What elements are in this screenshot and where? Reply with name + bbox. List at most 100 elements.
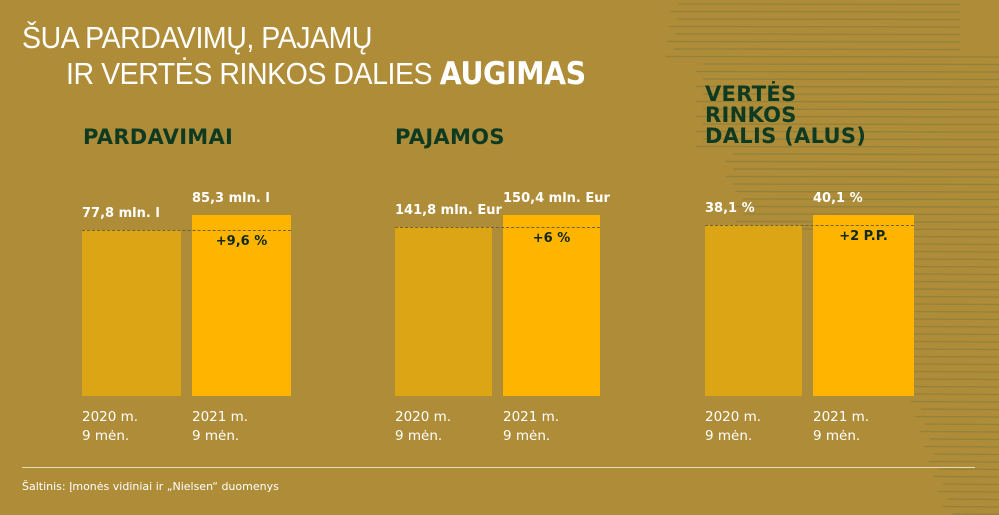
baseline-dashed-line <box>705 225 914 226</box>
texture-stripe <box>667 40 961 43</box>
year: 2021 m. <box>503 409 560 425</box>
texture-stripe <box>910 400 999 403</box>
texture-stripe <box>695 130 999 133</box>
year: 2020 m. <box>705 409 762 425</box>
texture-stripe <box>702 63 999 66</box>
bar-2020 <box>395 227 492 396</box>
texture-stripe <box>732 153 999 156</box>
texture-stripe <box>735 190 999 193</box>
title-line-1: ŠUA PARDAVIMŲ, PAJAMŲ <box>22 20 373 55</box>
texture-stripe <box>929 438 999 441</box>
baseline-dashed-line <box>395 227 600 228</box>
texture-stripe <box>675 33 961 36</box>
texture-stripe <box>725 160 999 163</box>
texture-stripe <box>702 93 999 96</box>
texture-stripe <box>905 355 999 358</box>
year-label-2020: 2020 m. 9 mėn. <box>82 408 138 446</box>
texture-stripe <box>732 168 999 171</box>
texture-stripe <box>912 243 999 246</box>
texture-stripe <box>678 3 961 6</box>
texture-stripe <box>695 85 999 88</box>
texture-stripe <box>702 138 999 141</box>
heading-line: VERTĖS <box>705 82 797 106</box>
texture-stripe <box>677 18 961 21</box>
texture-stripe <box>905 370 999 373</box>
texture-stripe <box>742 198 999 201</box>
texture-stripe <box>695 100 999 103</box>
source-note: Šaltinis: Įmonės vidiniai ir „Nielsen“ d… <box>22 480 279 493</box>
period: 9 mėn. <box>813 428 861 444</box>
texture-stripe <box>905 325 999 328</box>
period: 9 mėn. <box>503 428 551 444</box>
period: 9 mėn. <box>192 428 240 444</box>
year: 2020 m. <box>82 409 139 425</box>
year-label-2020: 2020 m. 9 mėn. <box>705 408 761 446</box>
texture-stripe <box>905 385 999 388</box>
texture-stripe <box>928 460 999 463</box>
texture-stripe <box>920 408 999 411</box>
bar-2021 <box>813 215 914 396</box>
texture-stripe <box>725 175 999 178</box>
year: 2021 m. <box>192 409 249 425</box>
value-label-2021: 150,4 mln. Eur <box>503 191 610 206</box>
value-label-2021: 40,1 % <box>813 191 863 206</box>
bar-2021 <box>192 215 291 396</box>
heading-line: DALIS (ALUS) <box>705 124 867 148</box>
year: 2020 m. <box>395 409 452 425</box>
texture-stripe <box>905 250 999 253</box>
texture-stripe <box>702 123 999 126</box>
texture-stripe <box>905 310 999 313</box>
texture-stripe <box>938 468 999 471</box>
texture-stripe <box>919 430 999 433</box>
texture-stripe <box>912 288 999 291</box>
period: 9 mėn. <box>705 428 753 444</box>
texture-stripe <box>912 393 999 396</box>
texture-stripe <box>924 445 999 448</box>
heading-pardavimai: PARDAVIMAI <box>83 125 234 149</box>
year: 2021 m. <box>813 409 870 425</box>
heading-line: RINKOS <box>705 103 797 127</box>
texture-stripe <box>925 423 999 426</box>
texture-stripe <box>905 265 999 268</box>
title-line-2: IR VERTĖS RINKOS DALIES AUGIMAS <box>66 56 586 92</box>
year-label-2021: 2021 m. 9 mėn. <box>503 408 559 446</box>
texture-stripe <box>912 273 999 276</box>
change-label: +9,6 % <box>215 234 268 249</box>
texture-stripe <box>742 213 999 216</box>
year-label-2020: 2020 m. 9 mėn. <box>395 408 451 446</box>
texture-stripe <box>943 483 999 486</box>
footer-divider <box>22 467 975 468</box>
texture-stripe <box>912 318 999 321</box>
texture-stripe <box>937 490 999 493</box>
texture-stripe <box>695 115 999 118</box>
bar-2020 <box>705 225 802 396</box>
texture-stripe <box>674 48 961 51</box>
texture-stripe <box>905 235 999 238</box>
bar-2021 <box>503 215 600 396</box>
texture-stripe <box>702 108 999 111</box>
texture-stripe <box>695 145 999 148</box>
heading-pajamos: PAJAMOS <box>395 125 505 149</box>
texture-stripe <box>912 378 999 381</box>
year-label-2021: 2021 m. 9 mėn. <box>813 408 869 446</box>
texture-stripe <box>912 303 999 306</box>
texture-stripe <box>905 280 999 283</box>
heading-rinkos-dalis: VERTĖS RINKOS DALIS (ALUS) <box>705 84 866 147</box>
value-label-2020: 77,8 mln. l <box>82 206 160 221</box>
baseline-dashed-line <box>82 230 291 231</box>
texture-stripe <box>933 475 999 478</box>
change-label: +2 P.P. <box>839 229 888 244</box>
texture-stripe <box>952 513 999 515</box>
period: 9 mėn. <box>395 428 443 444</box>
texture-stripe <box>912 258 999 261</box>
texture-stripe <box>942 505 999 508</box>
period: 9 mėn. <box>82 428 130 444</box>
title-bold: AUGIMAS <box>439 56 587 92</box>
texture-stripe <box>670 10 961 13</box>
texture-stripe <box>915 415 999 418</box>
texture-stripe <box>934 453 999 456</box>
texture-stripe <box>912 363 999 366</box>
texture-stripe <box>702 78 999 81</box>
texture-stripe <box>735 205 999 208</box>
